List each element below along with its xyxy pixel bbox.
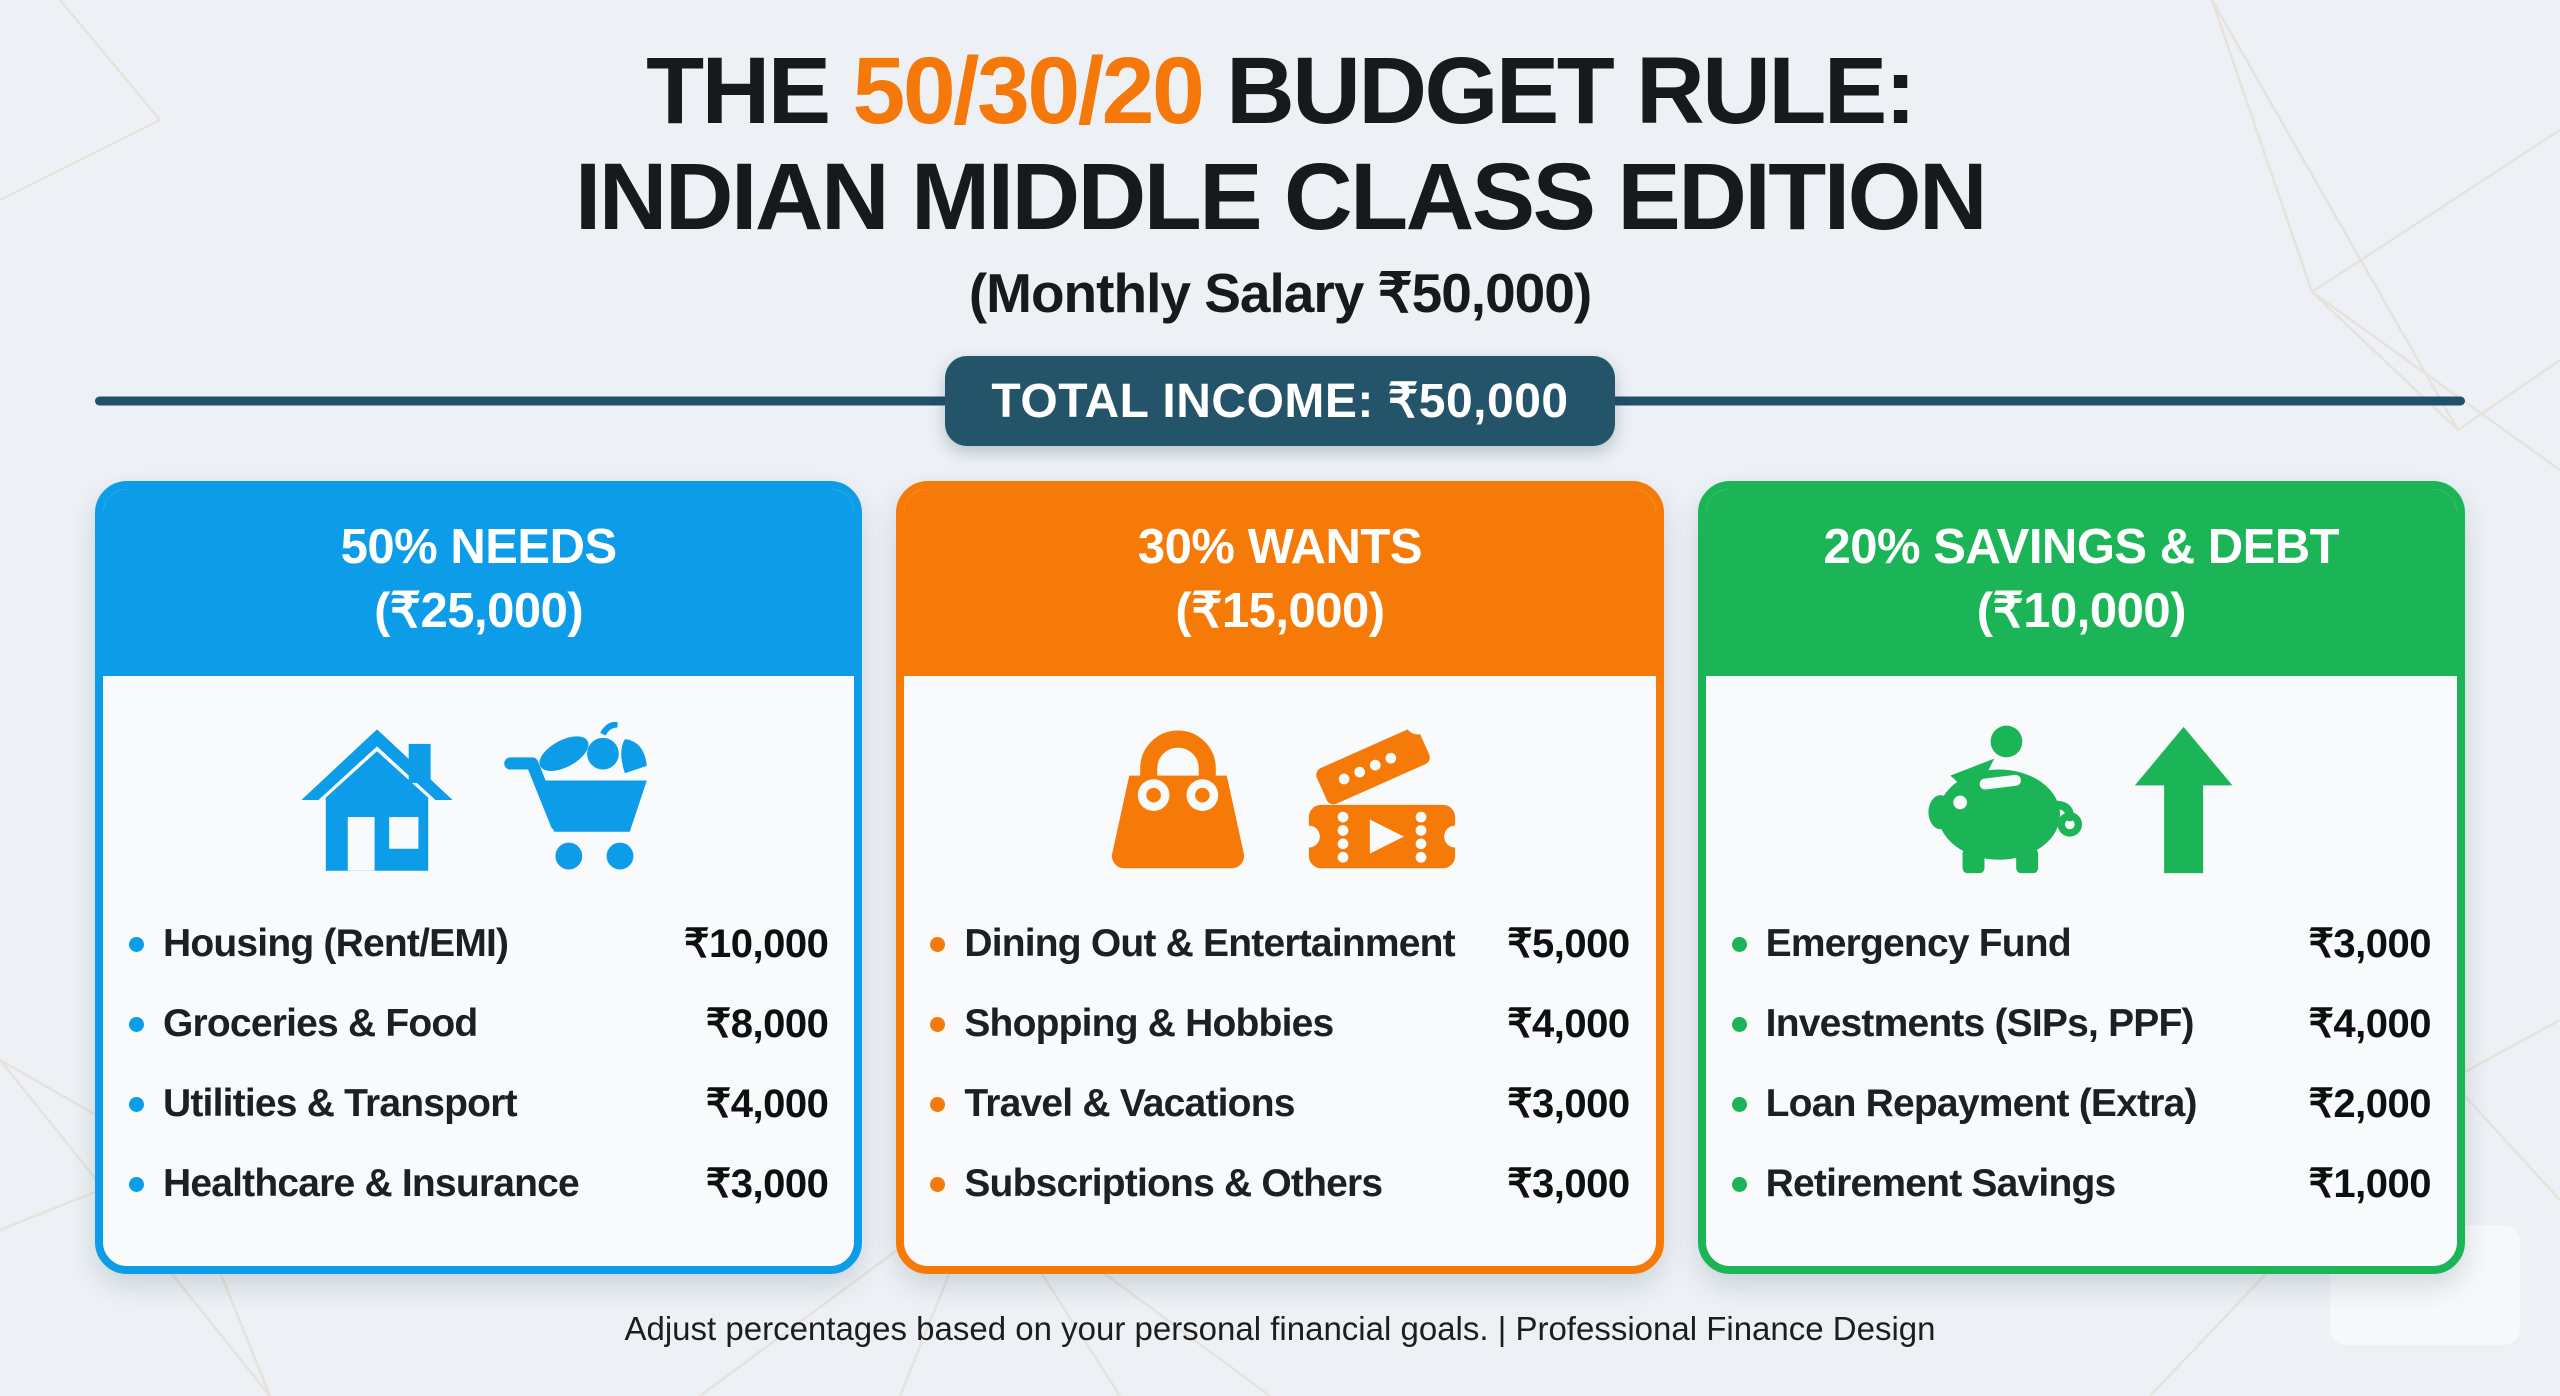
wants-list: Dining Out & Entertainment ₹5,000 Shoppi… [904, 894, 1655, 1266]
needs-card: 50% NEEDS (₹25,000) [95, 480, 863, 1275]
cards-row: 50% NEEDS (₹25,000) [95, 480, 2465, 1275]
bullet-dot [1731, 936, 1747, 952]
item-label: Groceries & Food [163, 1002, 478, 1046]
wants-icons [904, 676, 1655, 894]
item-amount: ₹3,000 [2308, 922, 2431, 967]
wants-card-header: 30% WANTS (₹15,000) [904, 488, 1656, 677]
item-label: Loan Repayment (Extra) [1765, 1082, 2198, 1126]
title-text-post: BUDGET RULE: [1202, 38, 1916, 144]
item-amount: ₹4,000 [2308, 1002, 2431, 1047]
shopping-bag-icon [1100, 722, 1256, 878]
item-amount: ₹2,000 [2308, 1082, 2431, 1127]
item-label: Utilities & Transport [163, 1082, 518, 1126]
footer-note: Adjust percentages based on your persona… [624, 1310, 1936, 1348]
savings-card: 20% SAVINGS & DEBT (₹10,000) [1697, 480, 2465, 1275]
needs-card-amount: (₹25,000) [374, 584, 584, 639]
total-income-badge: TOTAL INCOME: ₹50,000 [945, 355, 1615, 446]
wants-card-title: 30% WANTS [1137, 519, 1423, 574]
list-item: Subscriptions & Others ₹3,000 [930, 1144, 1630, 1224]
item-amount: ₹4,000 [1507, 1002, 1630, 1047]
item-label: Shopping & Hobbies [964, 1002, 1334, 1046]
bullet-dot [1731, 1176, 1747, 1192]
bullet-dot [129, 1176, 144, 1192]
wants-card-amount: (₹15,000) [1175, 584, 1385, 639]
wants-card: 30% WANTS (₹15,000) [896, 480, 1664, 1275]
savings-card-header: 20% SAVINGS & DEBT (₹10,000) [1705, 488, 2457, 677]
house-icon [299, 722, 455, 878]
list-item: Shopping & Hobbies ₹4,000 [930, 984, 1630, 1064]
list-item: Dining Out & Entertainment ₹5,000 [930, 904, 1630, 984]
page-title-line2: INDIAN MIDDLE CLASS EDITION [574, 144, 1988, 251]
item-label: Travel & Vacations [964, 1082, 1295, 1126]
item-label: Investments (SIPs, PPF) [1765, 1002, 2195, 1046]
list-item: Healthcare & Insurance ₹3,000 [129, 1144, 829, 1224]
grocery-cart-icon [503, 722, 659, 878]
subtitle: (Monthly Salary ₹50,000) [968, 261, 1592, 324]
item-label: Housing (Rent/EMI) [163, 922, 509, 966]
item-amount: ₹4,000 [705, 1082, 829, 1127]
list-item: Emergency Fund ₹3,000 [1731, 904, 2431, 984]
item-label: Emergency Fund [1765, 922, 2072, 966]
piggy-bank-icon [1926, 722, 2082, 878]
movie-tickets-icon [1303, 722, 1460, 878]
header: THE 50/30/20 BUDGET RULE: INDIAN MIDDLE … [0, 0, 2560, 325]
bullet-dot [930, 936, 946, 952]
list-item: Utilities & Transport ₹4,000 [129, 1064, 829, 1144]
list-item: Retirement Savings ₹1,000 [1731, 1144, 2431, 1224]
growth-arrow-icon [2130, 722, 2237, 878]
item-amount: ₹5,000 [1507, 922, 1630, 967]
list-item: Travel & Vacations ₹3,000 [930, 1064, 1630, 1144]
list-item: Investments (SIPs, PPF) ₹4,000 [1731, 984, 2431, 1064]
item-label: Subscriptions & Others [964, 1162, 1383, 1206]
bullet-dot [1731, 1016, 1747, 1032]
bullet-dot [930, 1176, 946, 1192]
savings-list: Emergency Fund ₹3,000 Investments (SIPs,… [1706, 894, 2457, 1266]
title-text-pre: THE [646, 38, 853, 144]
bullet-dot [1731, 1096, 1747, 1112]
item-label: Retirement Savings [1765, 1162, 2117, 1206]
bullet-dot [930, 1096, 946, 1112]
savings-icons [1706, 676, 2457, 894]
item-amount: ₹1,000 [2308, 1162, 2431, 1207]
needs-icons [103, 676, 854, 894]
title-highlight: 50/30/20 [852, 38, 1204, 144]
total-income-row: TOTAL INCOME: ₹50,000 [0, 351, 2560, 451]
item-amount: ₹10,000 [684, 922, 829, 967]
needs-list: Housing (Rent/EMI) ₹10,000 Groceries & F… [103, 894, 854, 1266]
list-item: Housing (Rent/EMI) ₹10,000 [129, 904, 829, 984]
item-amount: ₹8,000 [705, 1002, 829, 1047]
bullet-dot [129, 1096, 144, 1112]
page-title-line1: THE 50/30/20 BUDGET RULE: [0, 38, 2560, 144]
item-label: Dining Out & Entertainment [964, 922, 1455, 966]
item-label: Healthcare & Insurance [163, 1162, 580, 1206]
list-item: Loan Repayment (Extra) ₹2,000 [1731, 1064, 2431, 1144]
bullet-dot [129, 936, 144, 952]
item-amount: ₹3,000 [1507, 1082, 1630, 1127]
list-item: Groceries & Food ₹8,000 [129, 984, 829, 1064]
item-amount: ₹3,000 [1507, 1162, 1630, 1207]
bullet-dot [930, 1016, 946, 1032]
needs-card-header: 50% NEEDS (₹25,000) [103, 488, 855, 677]
bullet-dot [129, 1016, 144, 1032]
item-amount: ₹3,000 [705, 1162, 829, 1207]
savings-card-title: 20% SAVINGS & DEBT [1823, 519, 2340, 574]
savings-card-amount: (₹10,000) [1976, 584, 2187, 639]
needs-card-title: 50% NEEDS [340, 519, 618, 574]
